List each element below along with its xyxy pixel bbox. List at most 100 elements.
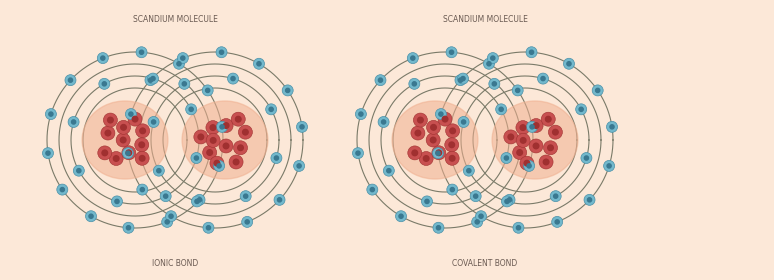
Circle shape — [455, 75, 466, 86]
Circle shape — [244, 194, 248, 198]
Circle shape — [387, 169, 391, 173]
Circle shape — [423, 156, 429, 161]
Circle shape — [265, 104, 276, 115]
Circle shape — [420, 151, 433, 165]
Circle shape — [135, 124, 149, 138]
Circle shape — [487, 62, 491, 66]
Circle shape — [418, 117, 423, 123]
Circle shape — [74, 165, 84, 176]
Circle shape — [217, 121, 228, 132]
Circle shape — [504, 130, 518, 144]
Circle shape — [352, 148, 364, 159]
Circle shape — [206, 88, 210, 92]
Circle shape — [111, 196, 122, 207]
Circle shape — [214, 160, 220, 166]
Circle shape — [515, 88, 520, 92]
Circle shape — [529, 118, 543, 132]
Circle shape — [520, 137, 526, 143]
Circle shape — [552, 216, 563, 227]
Circle shape — [65, 75, 76, 86]
Circle shape — [607, 121, 618, 132]
Circle shape — [71, 120, 76, 124]
Circle shape — [177, 53, 188, 64]
Text: SCANDIUM MOLECULE: SCANDIUM MOLECULE — [132, 15, 217, 25]
Circle shape — [450, 50, 454, 54]
Circle shape — [587, 198, 591, 202]
Circle shape — [576, 104, 587, 115]
Circle shape — [433, 222, 444, 233]
Circle shape — [479, 214, 483, 218]
Circle shape — [182, 82, 187, 86]
Circle shape — [160, 191, 171, 202]
Circle shape — [274, 194, 285, 205]
Circle shape — [505, 156, 509, 160]
Circle shape — [115, 199, 119, 204]
Circle shape — [245, 220, 249, 224]
Circle shape — [426, 133, 440, 147]
Circle shape — [378, 78, 382, 82]
Circle shape — [541, 76, 545, 81]
Circle shape — [529, 50, 533, 54]
Circle shape — [530, 125, 534, 129]
Circle shape — [445, 151, 459, 165]
Circle shape — [163, 194, 168, 198]
Circle shape — [177, 62, 181, 66]
Circle shape — [123, 222, 134, 233]
Circle shape — [186, 104, 197, 115]
Circle shape — [207, 226, 211, 230]
Circle shape — [355, 109, 366, 120]
Circle shape — [148, 116, 159, 127]
Circle shape — [526, 121, 537, 132]
Circle shape — [195, 199, 199, 204]
Text: IONIC BOND: IONIC BOND — [152, 260, 198, 269]
Circle shape — [108, 117, 113, 123]
Circle shape — [86, 211, 97, 222]
Circle shape — [271, 153, 282, 164]
Circle shape — [140, 188, 145, 192]
Circle shape — [499, 107, 503, 111]
Circle shape — [382, 120, 385, 124]
Circle shape — [436, 151, 440, 155]
Circle shape — [425, 199, 429, 204]
Circle shape — [202, 85, 213, 96]
Circle shape — [126, 226, 131, 230]
Circle shape — [238, 145, 243, 151]
Circle shape — [113, 156, 119, 161]
Circle shape — [359, 112, 363, 116]
Circle shape — [166, 211, 176, 222]
Circle shape — [433, 148, 444, 159]
Circle shape — [139, 155, 145, 161]
Circle shape — [524, 160, 529, 166]
Circle shape — [550, 191, 561, 202]
Circle shape — [504, 194, 515, 205]
Circle shape — [203, 146, 217, 160]
Circle shape — [541, 112, 555, 126]
Circle shape — [169, 214, 173, 218]
Circle shape — [122, 148, 133, 159]
Circle shape — [197, 198, 201, 202]
Circle shape — [286, 88, 289, 92]
Circle shape — [98, 146, 111, 160]
Circle shape — [68, 116, 79, 127]
Circle shape — [274, 156, 279, 160]
Circle shape — [457, 73, 468, 84]
Circle shape — [474, 194, 478, 198]
Circle shape — [128, 112, 142, 126]
Circle shape — [46, 151, 50, 155]
Circle shape — [584, 156, 588, 160]
Circle shape — [436, 109, 447, 120]
Circle shape — [198, 134, 204, 140]
Circle shape — [101, 56, 105, 60]
Circle shape — [157, 169, 161, 173]
Circle shape — [458, 116, 469, 127]
Circle shape — [189, 107, 194, 111]
Circle shape — [512, 85, 523, 96]
Circle shape — [516, 226, 521, 230]
Circle shape — [296, 121, 307, 132]
Circle shape — [508, 198, 512, 202]
Circle shape — [523, 160, 535, 171]
Circle shape — [581, 153, 592, 164]
Circle shape — [135, 138, 149, 152]
Circle shape — [461, 120, 466, 124]
Circle shape — [475, 211, 487, 222]
